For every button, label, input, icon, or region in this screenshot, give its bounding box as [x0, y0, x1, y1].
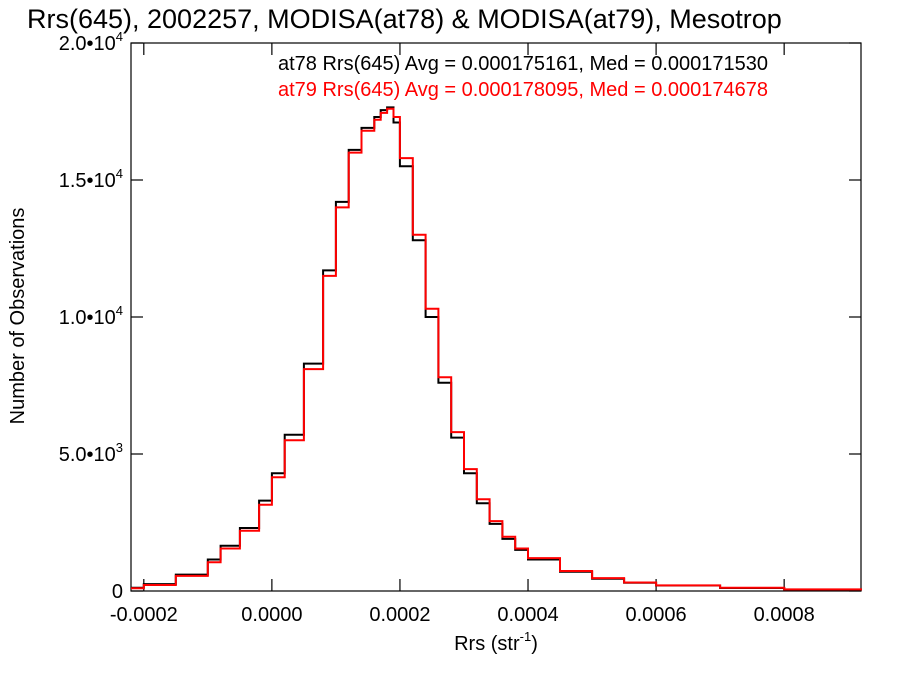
plot-frame	[130, 42, 862, 592]
annotation-at78: at78 Rrs(645) Avg = 0.000175161, Med = 0…	[278, 53, 768, 75]
y-tick-label: 2.0•104	[59, 29, 123, 55]
y-axis-label: Number of Observations	[7, 208, 29, 425]
x-tick-label: -0.0002	[110, 604, 178, 626]
y-tick-mantissa: 1.5•10	[59, 170, 116, 192]
y-tick-mantissa: 5.0•10	[59, 444, 116, 466]
y-tick-exponent: 4	[116, 166, 123, 181]
y-tick-exponent: 3	[116, 440, 123, 455]
y-tick-exponent: 4	[116, 29, 123, 44]
y-tick-label: 0	[112, 581, 123, 603]
x-axis-label: Rrs (str-1)	[454, 629, 538, 655]
y-tick-mantissa: 1.0•10	[59, 307, 116, 329]
series-line-1	[131, 107, 862, 591]
series-group	[131, 106, 862, 591]
y-tick-label: 5.0•103	[59, 440, 123, 466]
x-tick-label: 0.0006	[626, 604, 687, 626]
chart-title: Rrs(645), 2002257, MODISA(at78) & MODISA…	[27, 4, 782, 34]
x-tick-label: 0.0008	[754, 604, 815, 626]
y-tick-mantissa: 0	[112, 581, 123, 603]
y-tick-label: 1.0•104	[59, 303, 123, 329]
x-tick-label: 0.0000	[241, 604, 302, 626]
x-tick-label: 0.0002	[369, 604, 430, 626]
x-axis-ticks: -0.0002 0.0000 0.0002 0.0004 0.0006 0.0008	[110, 43, 815, 626]
series-line-0	[131, 106, 862, 591]
x-axis-label-end: )	[531, 633, 538, 655]
y-tick-label: 1.5•104	[59, 166, 123, 192]
x-axis-label-main: Rrs (str	[454, 633, 520, 655]
y-tick-exponent: 4	[116, 303, 123, 318]
x-axis-label-sup: -1	[520, 629, 532, 644]
annotation-at79: at79 Rrs(645) Avg = 0.000178095, Med = 0…	[278, 79, 768, 101]
y-tick-mantissa: 2.0•10	[59, 33, 116, 55]
x-tick-label: 0.0004	[497, 604, 558, 626]
